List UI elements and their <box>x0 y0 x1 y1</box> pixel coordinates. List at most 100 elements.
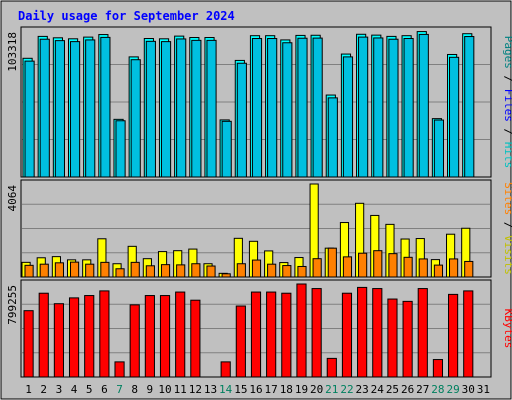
bar-sites-day-8 <box>130 261 140 278</box>
bar-sites-day-15 <box>236 263 246 278</box>
x-tick-label-24: 24 <box>371 383 385 396</box>
chart-title: Daily usage for September 2024 <box>18 9 235 23</box>
bar-sites-day-13 <box>206 265 216 278</box>
bar-sites-day-20 <box>312 258 322 278</box>
bar-files-day-29 <box>449 56 460 178</box>
bar-files-day-20 <box>312 37 323 178</box>
bar-files-day-6 <box>100 36 111 178</box>
legend-text: KBytes <box>502 309 512 349</box>
bar-sites-day-24 <box>373 250 383 278</box>
x-tick-label-8: 8 <box>131 383 138 396</box>
x-tick-label-1: 1 <box>25 383 32 396</box>
panel-kbytes: 799255 KBytes <box>6 279 512 378</box>
bar-kbytes-day-20 <box>311 288 322 378</box>
bar-sites-day-17 <box>267 263 277 278</box>
bar-files-day-13 <box>206 39 217 178</box>
panel-sites-visits: 4064 Sites / Visits <box>6 179 512 278</box>
bar-files-day-7 <box>115 120 126 178</box>
bar-kbytes-day-30 <box>463 290 474 378</box>
bar-files-day-26 <box>403 38 414 178</box>
x-tick-label-11: 11 <box>174 383 187 396</box>
legend-kbytes: KBytes <box>502 309 512 349</box>
bar-files-day-15 <box>236 62 247 178</box>
chart-panels: 103318 Pages / Files / Hits 4064 Sites / Vi… <box>6 26 512 378</box>
legend-separator: / <box>502 69 512 89</box>
bar-kbytes-day-19 <box>296 283 307 378</box>
bar-sites-day-26 <box>403 256 413 278</box>
x-tick-label-10: 10 <box>158 383 171 396</box>
y-max-label: 4064 <box>6 185 19 212</box>
bar-files-day-12 <box>191 39 202 178</box>
x-tick-label-26: 26 <box>401 383 414 396</box>
x-tick-label-21: 21 <box>325 383 338 396</box>
bar-kbytes-day-25 <box>387 298 398 378</box>
bar-sites-day-19 <box>297 265 307 278</box>
y-max-label: 103318 <box>6 32 19 72</box>
bar-kbytes-day-27 <box>417 288 428 378</box>
x-tick-label-4: 4 <box>71 383 78 396</box>
bar-files-day-25 <box>388 38 399 178</box>
legend-entry-sites: Sites <box>502 182 512 215</box>
x-axis-labels: 1 2 3 4 5 6 7 8 9 10 11 12 13 14 15 16 17 18 19 20 21 22 23 24 2… <box>25 383 490 396</box>
legend-entry-pages: Pages <box>502 36 512 69</box>
bar-sites-day-6 <box>100 261 110 278</box>
bar-kbytes-day-21 <box>326 357 337 378</box>
bar-files-day-24 <box>373 37 384 178</box>
bar-kbytes-day-10 <box>159 295 171 378</box>
x-tick-label-17: 17 <box>265 383 278 396</box>
bar-sites-day-18 <box>282 265 292 278</box>
bar-files-day-11 <box>176 38 187 178</box>
bar-kbytes-day-17 <box>266 291 277 378</box>
bar-kbytes-day-3 <box>53 303 64 378</box>
bar-files-day-14 <box>221 120 232 178</box>
bar-sites-day-11 <box>176 264 186 278</box>
x-tick-label-12: 12 <box>189 383 202 396</box>
bar-kbytes-day-15 <box>235 305 246 378</box>
bar-kbytes-day-8 <box>129 304 140 378</box>
y-max-label: 799255 <box>6 285 19 325</box>
x-tick-label-18: 18 <box>280 383 293 396</box>
bar-sites-day-23 <box>358 252 368 278</box>
bar-kbytes-day-23 <box>357 286 368 378</box>
bar-sites-day-29 <box>449 258 459 278</box>
bar-sites-day-7 <box>115 268 125 278</box>
bar-kbytes-day-18 <box>281 292 292 378</box>
x-tick-label-15: 15 <box>234 383 247 396</box>
x-tick-label-9: 9 <box>147 383 154 396</box>
legend-text: Sites / Visits <box>502 182 512 275</box>
legend-entry-kbytes: KBytes <box>502 309 512 349</box>
bar-sites-day-10 <box>160 264 171 278</box>
bar-sites-day-27 <box>418 258 428 278</box>
legend-sites-visits: Sites / Visits <box>502 182 512 275</box>
bar-files-day-23 <box>358 36 369 178</box>
bar-kbytes-day-12 <box>190 299 201 378</box>
bar-files-day-8 <box>130 59 141 178</box>
bar-sites-day-1 <box>24 264 34 278</box>
bar-files-day-21 <box>327 97 338 178</box>
panel-pages-files-hits: 103318 Pages / Files / Hits <box>6 26 512 178</box>
bar-files-day-18 <box>282 42 293 178</box>
bar-files-day-3 <box>54 40 65 178</box>
x-tick-label-16: 16 <box>249 383 262 396</box>
bar-kbytes-day-5 <box>84 295 95 378</box>
bar-sites-day-25 <box>388 253 398 278</box>
x-tick-label-6: 6 <box>101 383 108 396</box>
bar-kbytes-day-7 <box>114 361 125 378</box>
bar-sites-day-3 <box>54 262 64 278</box>
x-tick-label-28: 28 <box>431 383 444 396</box>
bar-files-day-2 <box>39 38 50 178</box>
legend-entry-files: Files <box>502 89 512 122</box>
x-tick-label-5: 5 <box>86 383 93 396</box>
bar-sites-day-22 <box>342 256 353 278</box>
bar-files-day-22 <box>342 56 354 178</box>
bar-kbytes-day-16 <box>250 291 262 378</box>
bar-sites-day-4 <box>69 261 80 278</box>
bar-files-day-27 <box>418 33 429 178</box>
x-tick-label-25: 25 <box>386 383 399 396</box>
x-tick-label-23: 23 <box>356 383 369 396</box>
x-tick-label-29: 29 <box>446 383 459 396</box>
legend-separator: / <box>502 122 512 142</box>
bar-sites-day-16 <box>251 259 262 278</box>
legend-pages-files-hits: Pages / Files / Hits <box>502 36 512 169</box>
